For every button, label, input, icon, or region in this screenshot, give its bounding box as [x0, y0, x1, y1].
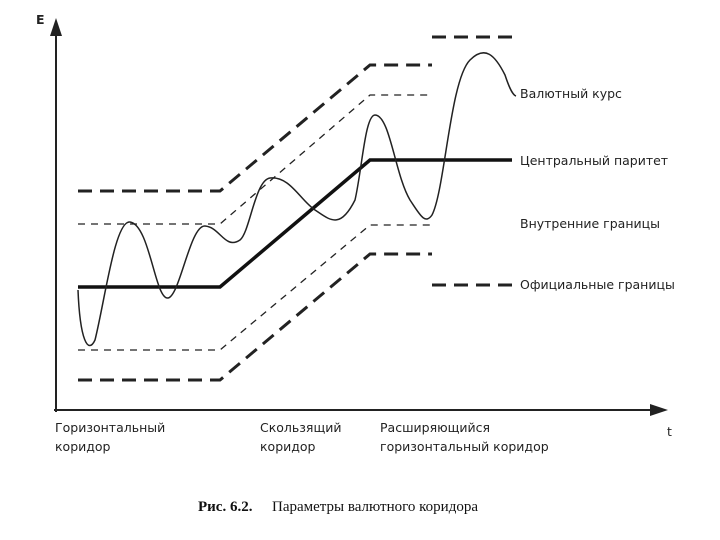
y-label: E — [36, 12, 45, 27]
caption-text: Параметры валютного коридора — [272, 499, 478, 515]
x-arrow — [650, 404, 668, 416]
phase-label: Горизонтальный — [55, 420, 165, 435]
phase-label: Расширяющийся — [380, 420, 490, 435]
curve-label: Центральный паритет — [520, 153, 668, 168]
phase-label: Скользящий — [260, 420, 341, 435]
phase-label: коридор — [55, 439, 111, 454]
inner-borders — [78, 94, 432, 351]
y-arrow — [50, 18, 62, 36]
phase-label: горизонтальный коридор — [380, 439, 549, 454]
exchange-rate — [77, 52, 517, 347]
caption-number: Рис. 6.2. — [198, 499, 253, 515]
axes — [54, 32, 655, 412]
central-parity — [78, 158, 512, 289]
phase-label: коридор — [260, 439, 316, 454]
curve-label: Официальные границы — [520, 277, 675, 292]
official-borders — [78, 35, 512, 382]
x-label: t — [667, 424, 672, 439]
curve-label: Валютный курс — [520, 86, 622, 101]
curve-label: Внутренние границы — [520, 216, 660, 231]
